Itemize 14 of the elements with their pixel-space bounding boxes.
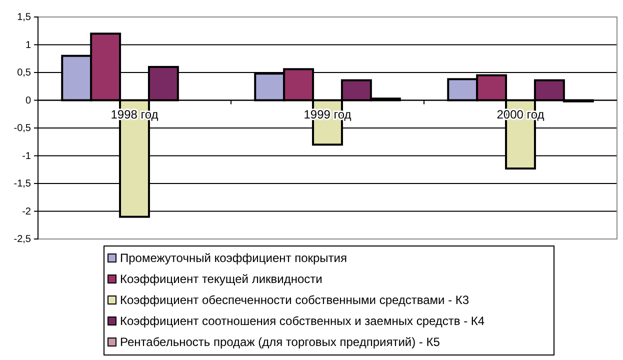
y-tick-label: -0,5 <box>14 123 32 134</box>
y-tick-label: 0,5 <box>17 68 32 79</box>
y-tick-label: 1 <box>25 40 32 51</box>
y-tick-label: -2,5 <box>14 234 32 246</box>
legend-label: Коэффициент текущей ликвидности <box>120 272 322 286</box>
y-tick-label: -2 <box>22 206 32 218</box>
legend-label: Коэффициент обеспеченности собственными средствами - К3 <box>120 293 470 307</box>
y-tick-label: -1 <box>22 150 32 162</box>
y-tick-label: -1,5 <box>14 178 32 190</box>
legend-label: Промежуточный коэффициент покрытия <box>120 251 347 265</box>
legend-label: Рентабельность продаж (для торговых предприятий) - К5 <box>120 335 440 349</box>
y-tick-label: 1,5 <box>17 12 32 24</box>
y-tick-label: 0 <box>25 95 32 106</box>
legend-label: Коэффициент соотношения собственных и заемных средств - К4 <box>120 314 485 328</box>
